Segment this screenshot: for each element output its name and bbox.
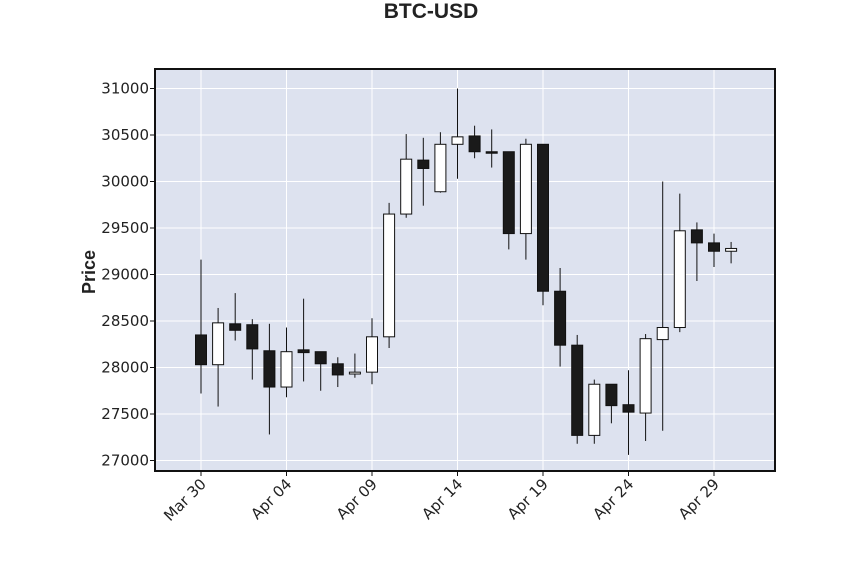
- candle-body-down: [554, 290, 567, 346]
- candle-body-down: [605, 383, 618, 407]
- candle: [348, 353, 361, 378]
- candle-body-up: [280, 351, 293, 388]
- candle: [519, 138, 532, 260]
- x-tick-label: Apr 04: [247, 475, 295, 523]
- x-tick-label: Apr 29: [675, 475, 723, 523]
- candle: [690, 222, 703, 282]
- plot-frame: [154, 68, 776, 472]
- candle-body-up: [725, 247, 738, 252]
- candles: [195, 88, 738, 455]
- candle: [571, 334, 584, 444]
- candle-body-up: [348, 371, 361, 375]
- plot-area: [155, 69, 775, 471]
- candle: [297, 298, 310, 382]
- y-tick-label: 31000: [101, 80, 149, 98]
- candle: [212, 307, 225, 407]
- y-tick-label: 30500: [101, 126, 149, 144]
- candle-body-down: [263, 350, 276, 388]
- candle-body-down: [622, 404, 635, 413]
- candle-body-up: [639, 338, 652, 414]
- candle: [537, 143, 549, 306]
- y-tick-label: 29000: [101, 266, 149, 284]
- candle: [417, 137, 430, 206]
- candle-body-up: [656, 327, 669, 341]
- y-tick-label: 30000: [101, 173, 149, 191]
- candle-body-down: [246, 324, 259, 350]
- candle: [656, 181, 669, 431]
- candle: [229, 293, 242, 341]
- candle-body-down: [485, 151, 498, 154]
- candle: [622, 370, 635, 455]
- candle-body-down: [690, 229, 703, 244]
- candle-body-up: [434, 143, 447, 193]
- candle-body-down: [708, 242, 720, 252]
- y-tick-label: 28000: [101, 359, 149, 377]
- y-tick-label: 29500: [101, 219, 149, 237]
- candle-body-up: [588, 383, 601, 436]
- candle-body-down: [468, 135, 481, 153]
- candle: [314, 351, 327, 391]
- candle: [639, 334, 652, 441]
- x-tick-label: Apr 24: [589, 475, 637, 523]
- candle-body-down: [195, 334, 207, 366]
- candle: [588, 379, 601, 444]
- candle-body-up: [212, 322, 225, 366]
- candle: [708, 233, 720, 268]
- candle-body-down: [502, 151, 515, 235]
- y-tick-label: 27500: [101, 405, 149, 423]
- candle-body-down: [537, 143, 549, 292]
- candle-body-up: [451, 136, 464, 145]
- y-axis: 27000 27500 28000 28500 29000 29500 30000 30500…: [101, 80, 155, 470]
- x-tick-label: Apr 14: [418, 475, 466, 523]
- candle-body-up: [366, 336, 378, 373]
- candle-body-down: [417, 159, 430, 169]
- candle: [725, 241, 738, 264]
- candle: [280, 327, 293, 398]
- candle: [195, 259, 207, 394]
- x-tick-label: Mar 30: [160, 475, 210, 525]
- chart-title: BTC-USD: [384, 0, 479, 23]
- candle: [451, 88, 464, 179]
- candle-body-down: [314, 351, 327, 365]
- candle-body-up: [519, 143, 532, 235]
- candle: [400, 134, 413, 218]
- candle-body-down: [229, 323, 242, 331]
- x-tick-label: Apr 19: [504, 475, 552, 523]
- candle: [554, 267, 567, 367]
- candle: [605, 383, 618, 424]
- x-tick-label: Apr 09: [333, 475, 381, 523]
- candle-body-down: [331, 363, 344, 376]
- y-tick-label: 28500: [101, 312, 149, 330]
- candle: [331, 357, 344, 388]
- y-tick-label: 27000: [101, 452, 149, 470]
- candle-body-up: [383, 213, 396, 338]
- candle: [263, 323, 276, 435]
- candle: [485, 129, 498, 168]
- candle-body-down: [297, 349, 310, 354]
- candle-body-down: [571, 344, 584, 436]
- candle: [468, 125, 481, 159]
- y-axis-label: Price: [79, 250, 99, 294]
- candle: [383, 202, 396, 348]
- candle: [673, 193, 686, 333]
- x-axis: Mar 30 Apr 04 Apr 09 Apr 14 Apr 19 Apr 24 Apr …: [160, 471, 723, 525]
- candle: [366, 318, 378, 385]
- candle: [246, 319, 259, 380]
- candle: [502, 151, 515, 250]
- candle-body-up: [400, 158, 413, 215]
- candle-body-up: [673, 230, 686, 329]
- candle: [434, 132, 447, 193]
